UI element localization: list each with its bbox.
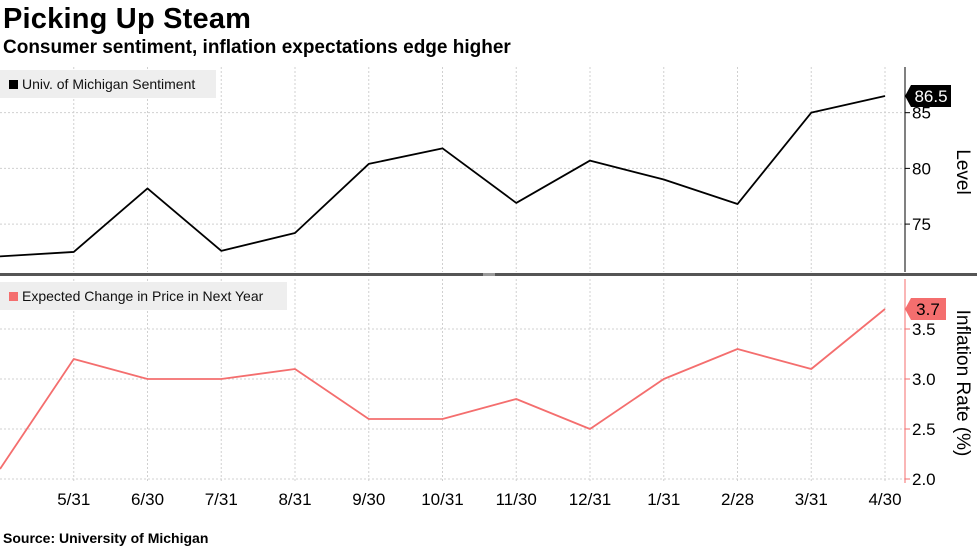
y-tick-label: 2.0 [912,470,936,489]
x-tick-label: 2/28 [721,490,754,509]
y-tick-label: 80 [912,159,931,178]
x-tick-label: 11/30 [496,490,537,509]
legend-box [0,282,287,310]
divider-handle [483,273,495,276]
legend-label-inflation: Expected Change in Price in Next Year [22,288,264,304]
sentiment-gridlines [0,67,905,272]
legend-swatch-inflation [9,292,18,301]
chart-subtitle: Consumer sentiment, inflation expectatio… [3,37,511,58]
legend-box [0,70,216,98]
x-tick-label: 6/30 [131,490,164,509]
inflation-line [0,308,886,470]
chart-title: Picking Up Steam [3,3,252,35]
x-tick-label: 12/31 [569,490,612,509]
inflation-gridlines [0,279,905,483]
legend-label-sentiment: Univ. of Michigan Sentiment [22,76,195,92]
x-tick-label: 4/30 [868,490,901,509]
sentiment-line [0,95,886,258]
x-tick-label: 10/31 [421,490,464,509]
x-tick-label: 3/31 [795,490,828,509]
y-axis-title-level: Level [952,149,973,194]
panel-divider [0,273,977,276]
legend-swatch-sentiment [9,80,18,89]
inflation-last-value-tag [905,298,946,320]
sentiment-last-value-label: 86.5 [914,87,947,106]
x-tick-label: 7/31 [205,490,238,509]
inflation-panel: 2.0 2.5 3.0 3.5 3.7 Expected Change in Pric… [0,279,973,489]
y-tick-label: 3.5 [912,320,936,339]
y-tick-label: 75 [912,215,931,234]
source-note: Source: University of Michigan [3,530,209,546]
sentiment-y-axis: 75 80 85 [904,67,931,272]
y-tick-label: 3.0 [912,370,936,389]
inflation-legend: Expected Change in Price in Next Year [0,282,287,310]
x-tick-label: 1/31 [647,490,680,509]
sentiment-series: 86.5 [0,84,951,258]
y-axis-title-inflation: Inflation Rate (%) [952,310,973,457]
sentiment-last-value-tag [905,84,951,107]
inflation-y-axis: 2.0 2.5 3.0 3.5 [904,279,936,489]
x-tick-label: 9/30 [352,490,385,509]
x-tick-label: 8/31 [278,490,311,509]
y-tick-label: 2.5 [912,420,936,439]
x-tick-label: 5/31 [57,490,90,509]
sentiment-legend: Univ. of Michigan Sentiment [0,70,216,98]
inflation-last-value-label: 3.7 [916,300,940,319]
inflation-series: 3.7 [0,298,946,470]
x-axis: 5/31 6/30 7/31 8/31 9/30 10/31 11/30 12/31 1/31 2… [57,490,901,509]
y-tick-label: 85 [912,104,931,123]
